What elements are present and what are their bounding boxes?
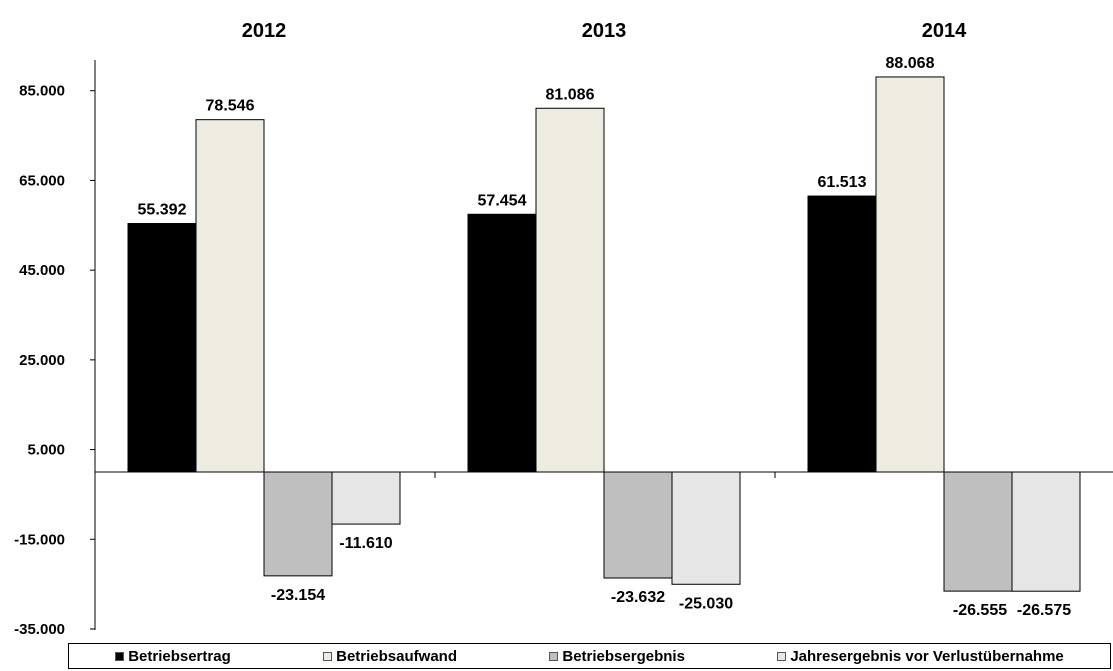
- category-title: 2013: [582, 20, 627, 42]
- data-label: 55.392: [138, 202, 187, 219]
- bars: [127, 76, 1081, 592]
- category-title: 2012: [242, 20, 287, 42]
- bar: [127, 223, 197, 473]
- data-label: 57.454: [478, 192, 527, 209]
- category-title: 2014: [922, 20, 967, 42]
- legend-item-betriebsaufwand: Betriebsaufwand: [323, 648, 457, 665]
- legend-label: Jahresergebnis vor Verlustübernahme: [790, 647, 1064, 665]
- legend-swatch: [323, 651, 333, 661]
- legend-swatch: [777, 651, 787, 661]
- data-labels: 55.392 78.546 -23.154 -11.610 57.454 81.086 -2…: [138, 55, 1072, 619]
- legend-label: Betriebsaufwand: [336, 647, 457, 665]
- data-label: -25.030: [679, 595, 733, 612]
- legend-label: Betriebsergebnis: [562, 647, 685, 665]
- bar: [467, 213, 537, 473]
- data-label: 81.086: [546, 86, 595, 103]
- data-label: -23.632: [611, 589, 665, 606]
- bar: [1011, 471, 1081, 592]
- data-label: -26.575: [1017, 602, 1071, 619]
- bar: [603, 471, 673, 579]
- data-label: 78.546: [206, 98, 255, 115]
- bar: [535, 107, 605, 473]
- y-tick-label: 25.000: [19, 352, 65, 369]
- data-label: 88.068: [886, 55, 935, 72]
- y-tick-label: 45.000: [19, 262, 65, 279]
- legend-label: Betriebsertrag: [128, 647, 231, 665]
- bar: [943, 471, 1013, 592]
- data-label: -23.154: [271, 587, 325, 604]
- legend-item-jahresergebnis: Jahresergebnis vor Verlustübernahme: [777, 647, 1064, 665]
- y-tick-label: 85.000: [19, 83, 65, 100]
- legend-item-betriebsergebnis: Betriebsergebnis: [549, 648, 685, 665]
- bar: [807, 195, 877, 473]
- bar: [671, 471, 741, 585]
- data-label: 61.513: [818, 174, 867, 191]
- bar: [875, 76, 945, 473]
- legend-item-betriebsertrag: Betriebsertrag: [115, 648, 231, 665]
- bar: [263, 471, 333, 577]
- data-label: -11.610: [339, 535, 392, 552]
- bar: [331, 471, 401, 525]
- legend-swatch: [115, 651, 125, 661]
- category-titles: 2012 2013 2014: [242, 20, 967, 42]
- bar: [195, 119, 265, 473]
- y-tick-label: -35.000: [14, 621, 65, 638]
- y-tick-label: -15.000: [14, 531, 65, 548]
- y-tick-label: 65.000: [19, 172, 65, 189]
- y-tick-label: 5.000: [27, 442, 65, 459]
- data-label: -26.555: [953, 602, 1007, 619]
- legend: Betriebsertrag Betriebsaufwand Betriebse…: [68, 643, 1111, 669]
- bar-chart: 85.000 65.000 45.000 25.000 5.000 -15.000 -35.…: [14, 20, 1113, 638]
- legend-swatch: [549, 651, 559, 661]
